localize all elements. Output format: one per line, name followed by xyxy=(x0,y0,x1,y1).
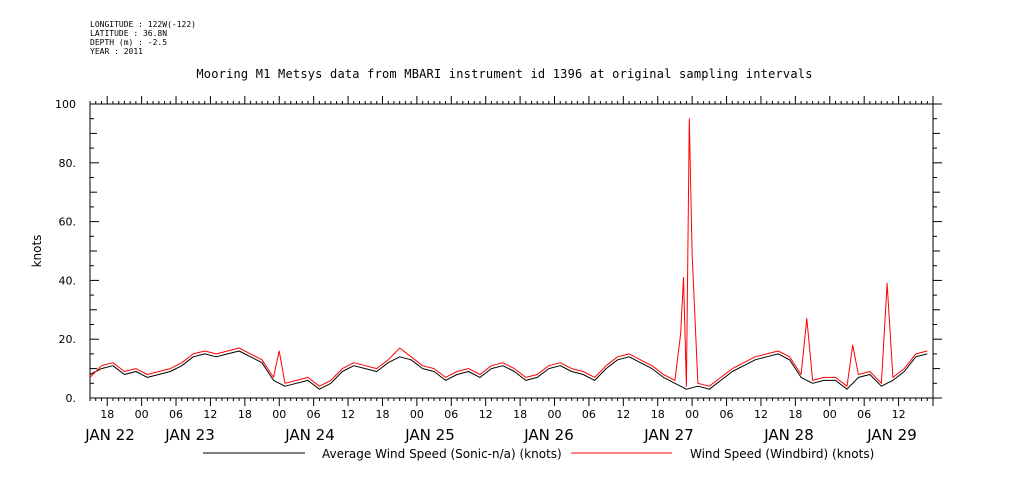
latitude-label: LATITUDE : 36.8N xyxy=(90,29,168,38)
y-tick-label: 80. xyxy=(59,157,77,170)
y-tick-label: 20. xyxy=(59,333,77,346)
x-tick-label: 12 xyxy=(616,408,630,421)
year-label: YEAR : 2011 xyxy=(90,47,143,56)
y-tick-label: 40. xyxy=(59,274,77,287)
y-tick-label: 0. xyxy=(66,392,77,405)
x-tick-label: 12 xyxy=(479,408,493,421)
x-tick-label: 18 xyxy=(788,408,802,421)
y-tick-label: 60. xyxy=(59,216,77,229)
labels-layer: 0. 20. 40. 60. 80. 100 knots 18 00 06 12 18 00 06 12 18… xyxy=(30,98,917,444)
x-date-label: JAN 29 xyxy=(866,426,917,444)
x-tick-label: 12 xyxy=(892,408,906,421)
series-line-windbird-wind-speed xyxy=(89,118,928,387)
legend-label-windbird: Wind Speed (Windbird) (knots) xyxy=(690,447,874,461)
legend-label-average: Average Wind Speed (Sonic-n/a) (knots) xyxy=(322,447,562,461)
x-tick-label: 06 xyxy=(857,408,871,421)
longitude-label: LONGITUDE : 122W(-122) xyxy=(90,20,196,29)
x-tick-label: 18 xyxy=(100,408,114,421)
x-tick-label: 12 xyxy=(341,408,355,421)
x-tick-label: 12 xyxy=(754,408,768,421)
x-tick-label: 06 xyxy=(169,408,183,421)
x-date-label: JAN 26 xyxy=(523,426,574,444)
x-date-label: JAN 24 xyxy=(284,426,335,444)
x-tick-label: 06 xyxy=(582,408,596,421)
x-tick-label: 18 xyxy=(513,408,527,421)
x-date-label: JAN 22 xyxy=(84,426,135,444)
x-tick-label: 00 xyxy=(823,408,837,421)
x-tick-label: 18 xyxy=(238,408,252,421)
y-tick-label: 100 xyxy=(55,98,76,111)
x-tick-label: 06 xyxy=(444,408,458,421)
x-tick-label: 18 xyxy=(375,408,389,421)
series-layer xyxy=(89,118,928,390)
axes-layer xyxy=(89,96,942,406)
x-tick-label: 12 xyxy=(203,408,217,421)
series-line-average-wind-speed xyxy=(89,350,928,390)
chart-title: Mooring M1 Metsys data from MBARI instru… xyxy=(196,67,813,81)
x-tick-label: 00 xyxy=(548,408,562,421)
y-axis-label: knots xyxy=(30,235,44,268)
x-date-label: JAN 28 xyxy=(763,426,814,444)
metadata-block: LONGITUDE : 122W(-122) LATITUDE : 36.8N … xyxy=(90,20,196,56)
x-tick-label: 00 xyxy=(685,408,699,421)
x-date-label: JAN 27 xyxy=(643,426,694,444)
x-tick-label: 18 xyxy=(651,408,665,421)
x-tick-label: 00 xyxy=(410,408,424,421)
x-tick-label: 00 xyxy=(135,408,149,421)
x-tick-label: 00 xyxy=(272,408,286,421)
x-tick-label: 06 xyxy=(720,408,734,421)
x-date-label: JAN 23 xyxy=(164,426,215,444)
x-date-label: JAN 25 xyxy=(404,426,455,444)
x-tick-label: 06 xyxy=(307,408,321,421)
depth-label: DEPTH (m) : -2.5 xyxy=(90,38,168,47)
legend: Average Wind Speed (Sonic-n/a) (knots) Wi… xyxy=(203,447,874,461)
